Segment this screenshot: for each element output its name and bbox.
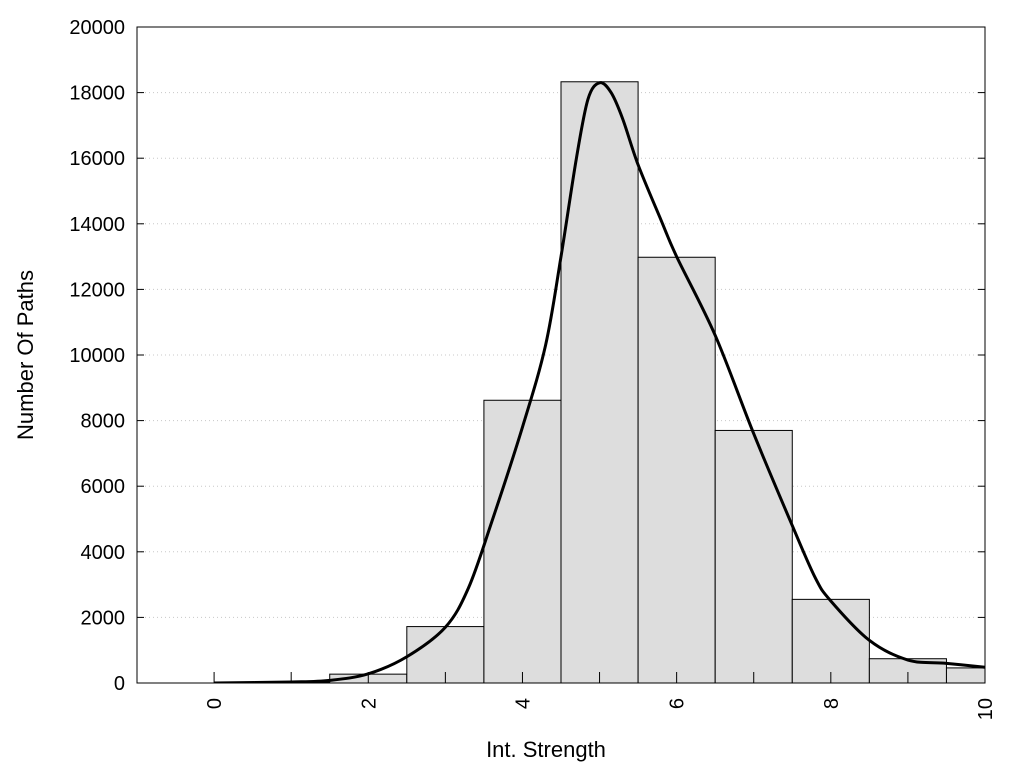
histogram-bar-7 — [714, 429, 793, 683]
y-axis-title: Number Of Paths — [13, 270, 38, 440]
x-tick-label-2: 4 — [512, 698, 534, 709]
histogram-bars — [252, 81, 985, 683]
x-axis: 0 2 4 6 8 10 — [136, 672, 997, 720]
histogram-bar-6 — [637, 256, 716, 683]
histogram-bar-5 — [560, 81, 639, 683]
y-tick-label-3: 6000 — [81, 476, 126, 498]
y-tick-label-7: 14000 — [69, 214, 125, 236]
fit-curve — [214, 81, 985, 683]
y-axis: 0 2000 4000 6000 8000 10000 12000 14000 16000 180… — [69, 17, 985, 695]
histogram-bar-4 — [483, 399, 562, 683]
y-tick-label-8: 16000 — [69, 148, 125, 170]
x-tick-label-5: 10 — [975, 698, 997, 720]
y-tick-label-5: 10000 — [69, 345, 125, 367]
x-tick-label-3: 6 — [667, 698, 689, 709]
x-tick-label-4: 8 — [821, 698, 843, 709]
y-tick-label-6: 12000 — [69, 279, 125, 301]
x-tick-label-1: 2 — [358, 698, 380, 709]
y-tick-label-9: 18000 — [69, 83, 125, 105]
fit-curve-layer — [214, 81, 985, 683]
y-tick-label-4: 8000 — [81, 411, 126, 433]
y-tick-label-1: 2000 — [81, 607, 126, 629]
histogram-bar-8 — [791, 598, 870, 683]
y-tick-label-0: 0 — [114, 673, 125, 695]
y-tick-label-2: 4000 — [81, 542, 126, 564]
y-tick-label-10: 20000 — [69, 17, 125, 39]
x-tick-label-0: 0 — [204, 698, 226, 709]
x-axis-title: Int. Strength — [486, 737, 606, 762]
